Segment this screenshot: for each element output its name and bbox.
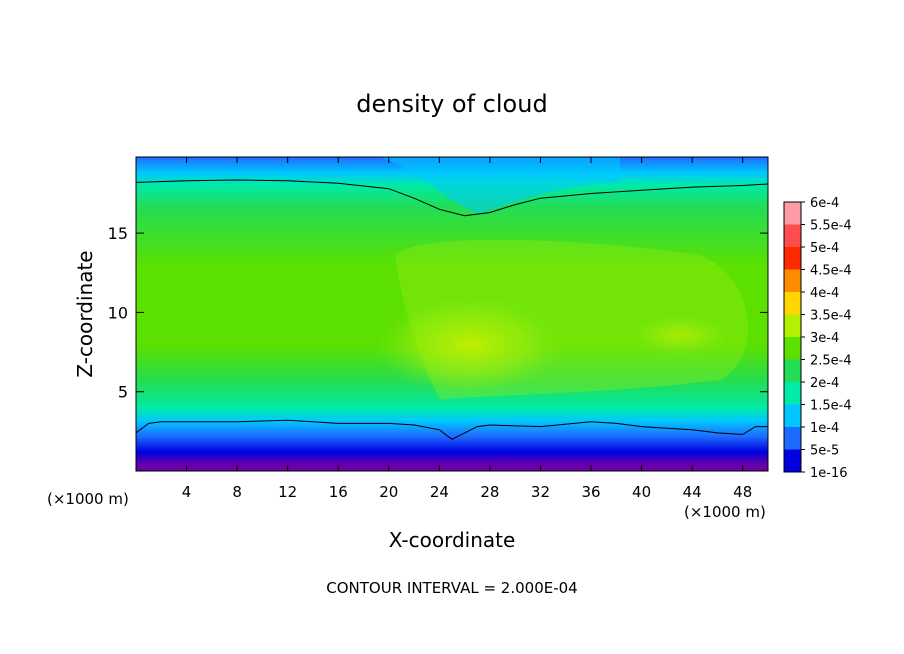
- colorbar-label: 2e-4: [810, 376, 839, 391]
- colorbar-swatch: [784, 202, 801, 225]
- density-core-right: [630, 315, 730, 355]
- colorbar-label: 1e-4: [810, 421, 839, 436]
- colorbar-label: 4.5e-4: [810, 264, 852, 279]
- x-tick-label: 4: [182, 483, 192, 501]
- colorbar-swatch: [784, 269, 801, 292]
- colorbar-label: 6e-4: [810, 196, 839, 211]
- colorbar-swatch: [784, 224, 801, 247]
- colorbar-swatch: [784, 449, 801, 472]
- contour-interval-footer: CONTOUR INTERVAL = 2.000E-04: [326, 579, 577, 597]
- y-axis-label: Z-coordinate: [73, 250, 97, 377]
- y-tick-label: 15: [108, 224, 128, 243]
- colorbar-label: 2.5e-4: [810, 354, 852, 369]
- colorbar-label: 5e-5: [810, 444, 839, 459]
- x-tick-label: 20: [379, 483, 398, 501]
- y-ticks: 5 10 15: [108, 224, 768, 402]
- upper-dip-region: [380, 157, 620, 214]
- x-unit-right: (×1000 m): [684, 503, 766, 521]
- x-tick-label: 40: [632, 483, 651, 501]
- colorbar-swatch: [784, 359, 801, 382]
- colorbar-swatch: [784, 314, 801, 337]
- x-tick-label: 28: [480, 483, 499, 501]
- colorbar-label: 1e-16: [810, 466, 848, 481]
- x-tick-label: 32: [531, 483, 550, 501]
- density-core: [375, 295, 565, 395]
- y-tick-label: 5: [118, 383, 128, 402]
- x-unit-left: (×1000 m): [47, 490, 129, 508]
- colorbar-label: 3.5e-4: [810, 309, 852, 324]
- colorbar: 6e-4 5.5e-4 5e-4 4.5e-4 4e-4 3.5e-4 3e-4 2.5e-4…: [783, 196, 852, 481]
- cloud-base-contour: [136, 419, 768, 440]
- colorbar-label: 1.5e-4: [810, 399, 852, 414]
- colorbar-swatch: [784, 382, 801, 405]
- x-tick-label: 36: [581, 483, 600, 501]
- plot-frame: [135, 156, 769, 472]
- y-tick-label: 10: [108, 303, 128, 322]
- colorbar-swatch: [784, 292, 801, 315]
- chart-title: density of cloud: [356, 90, 547, 118]
- colorbar-label: 3e-4: [810, 331, 839, 346]
- colorbar-swatch: [784, 247, 801, 270]
- colorbar-label: 5.5e-4: [810, 219, 852, 234]
- colorbar-swatch: [784, 427, 801, 450]
- x-tick-label: 12: [278, 483, 297, 501]
- cloud-top-contour: [136, 179, 768, 217]
- x-tick-label: 16: [329, 483, 348, 501]
- x-axis-label: X-coordinate: [389, 528, 516, 552]
- plot-area: [136, 157, 768, 471]
- x-tick-label: 48: [733, 483, 752, 501]
- x-ticks: 4 8 12 16 20 24 28 32 36 40 44 48: [182, 157, 752, 501]
- x-tick-label: 44: [683, 483, 702, 501]
- colorbar-label: 5e-4: [810, 241, 839, 256]
- x-tick-label: 24: [430, 483, 449, 501]
- colorbar-swatch: [784, 404, 801, 427]
- colorbar-swatch: [784, 337, 801, 360]
- colorbar-label: 4e-4: [810, 286, 839, 301]
- x-tick-label: 8: [232, 483, 242, 501]
